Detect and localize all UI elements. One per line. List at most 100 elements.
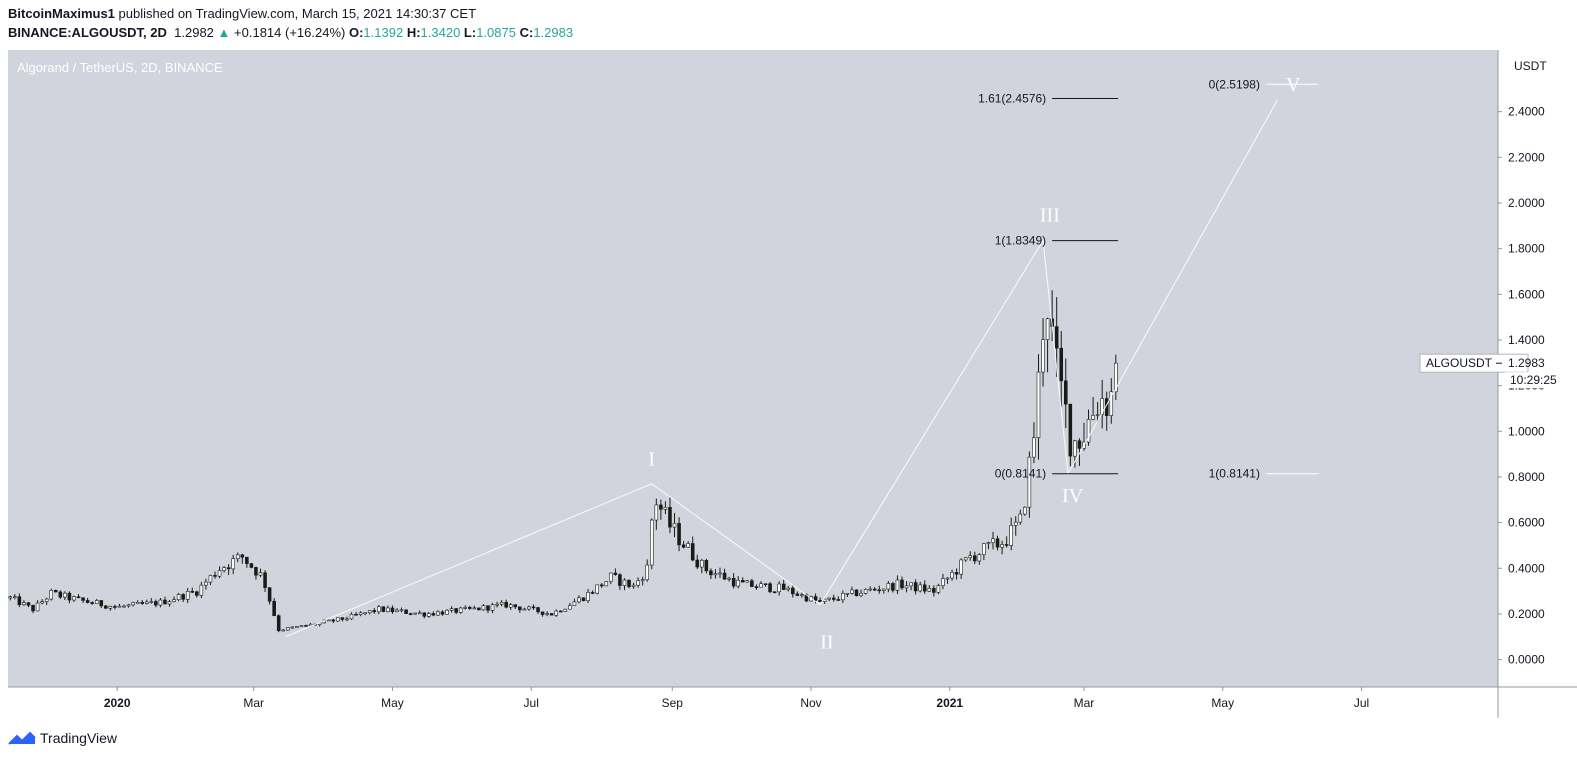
candle-body <box>35 602 40 612</box>
candle-body <box>763 583 768 586</box>
candle-body <box>63 592 67 598</box>
fib-label: 1(1.8349) <box>995 234 1046 248</box>
candle-body <box>750 580 754 587</box>
candle-body <box>831 597 836 600</box>
author-name[interactable]: BitcoinMaximus1 <box>8 6 115 21</box>
x-tick-label: May <box>1211 696 1234 710</box>
candle-body <box>781 583 786 590</box>
candle-body <box>1009 525 1013 546</box>
candle-body <box>85 600 90 603</box>
candle-body <box>117 605 122 608</box>
candle-body <box>595 584 599 594</box>
countdown-box <box>1505 372 1562 389</box>
candle-body <box>404 609 408 614</box>
candle-body <box>81 597 85 601</box>
candle-body <box>76 596 81 599</box>
fib-levels: 1.61(2.4576) 1(1.8349) 0(0.8141) 0(2.5198) 1… <box>978 77 1319 481</box>
candle-body <box>449 608 454 611</box>
candle-body <box>490 604 495 611</box>
candle-body <box>727 577 731 580</box>
candle-body <box>627 579 631 587</box>
candle-body <box>1045 318 1050 340</box>
candle-body <box>613 572 618 575</box>
plot-background <box>8 50 1498 687</box>
candle-body <box>722 572 727 580</box>
candle-body <box>272 600 276 616</box>
candle-body <box>1054 326 1059 349</box>
candle-body <box>995 538 1000 548</box>
countdown-text: 10:29:25 <box>1510 373 1557 387</box>
last-price-symbol: ALGOUSDT <box>1426 356 1493 370</box>
chart-title: Algorand / TetherUS, 2D, BINANCE <box>17 60 223 75</box>
candle-body <box>408 613 413 615</box>
candle-body <box>640 579 645 582</box>
candle-body <box>185 590 190 600</box>
candle-body <box>631 584 636 587</box>
candle-body <box>13 596 17 598</box>
candle-body <box>122 605 126 608</box>
candle-body <box>267 587 272 602</box>
candle-body <box>99 600 104 607</box>
candle-body <box>909 582 913 587</box>
candle-body <box>113 606 117 608</box>
candle-body <box>813 596 818 601</box>
close-label: C: <box>519 25 534 40</box>
candle-body <box>90 602 94 604</box>
candle-body <box>709 570 713 576</box>
candle-body <box>395 609 399 613</box>
candle-body <box>94 600 99 604</box>
candle-body <box>572 601 577 606</box>
last-price: 1.2982 <box>174 25 214 40</box>
candle-body <box>417 612 422 615</box>
y-tick-label: 0.4000 <box>1508 561 1545 575</box>
x-tick-label: Nov <box>800 696 821 710</box>
last-price-value: 1.2983 <box>1508 356 1545 370</box>
y-tick-label: 0.6000 <box>1508 516 1545 530</box>
candle-body <box>231 558 235 570</box>
candle-body <box>540 611 545 615</box>
candle-body <box>1068 403 1073 457</box>
candle-body <box>922 584 927 592</box>
candle-body <box>1041 339 1045 373</box>
candle-body <box>1013 521 1018 526</box>
candle-body <box>263 572 267 588</box>
candle-body <box>859 592 863 597</box>
candle-body <box>26 602 31 606</box>
candle-body <box>549 613 554 616</box>
candle-body <box>672 523 677 528</box>
candle-body <box>436 611 440 616</box>
candle-body <box>199 584 204 596</box>
symbol-name: BINANCE:ALGOUSDT, 2D <box>8 25 167 40</box>
fib-label: 0(0.8141) <box>995 467 1046 481</box>
candle-body <box>1004 544 1009 546</box>
footer-brand[interactable]: TradingView <box>40 730 118 746</box>
candle-body <box>367 610 372 614</box>
candle-body <box>745 580 750 583</box>
candle-body <box>772 591 777 594</box>
candle-body <box>558 610 563 613</box>
candle-body <box>681 544 686 548</box>
candle-body <box>131 602 135 606</box>
candle-body <box>968 555 973 558</box>
candle-body <box>800 594 804 596</box>
candle-body <box>499 602 504 605</box>
fib-label: 1.61(2.4576) <box>978 91 1046 105</box>
candle-body <box>913 582 918 592</box>
candle-body <box>645 564 649 581</box>
candle-body <box>768 583 772 593</box>
candle-body <box>363 612 367 615</box>
candle-body <box>345 618 349 621</box>
candle-body <box>518 606 522 611</box>
candle-body <box>1027 456 1032 508</box>
wave-label-iv: IV <box>1062 485 1084 507</box>
candle-body <box>249 563 254 568</box>
candle-body <box>872 588 877 591</box>
x-tick-label: Sep <box>662 696 684 710</box>
candle-body <box>945 577 950 580</box>
wave-label-ii: II <box>820 631 833 653</box>
candle-body <box>554 610 559 616</box>
candle-body <box>163 599 167 605</box>
candle-body <box>308 623 313 627</box>
candle-body <box>959 559 963 575</box>
